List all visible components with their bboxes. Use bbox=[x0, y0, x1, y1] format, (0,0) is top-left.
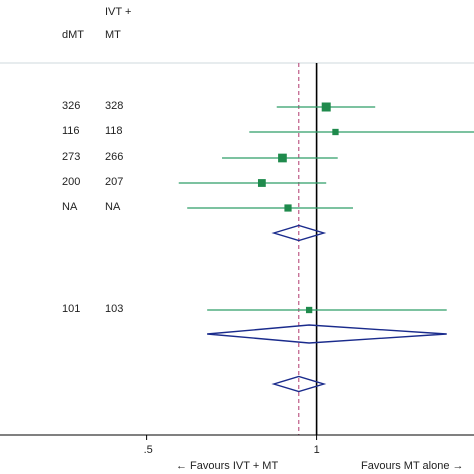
row-6-n-b: 103 bbox=[105, 303, 124, 315]
x-tick-label-1: 1 bbox=[313, 444, 320, 456]
row-0-n-b: 328 bbox=[105, 100, 124, 112]
row-4-n-a: NA bbox=[62, 201, 78, 213]
point-marker-2 bbox=[278, 153, 287, 163]
point-marker-4 bbox=[284, 204, 292, 212]
row-3-n-a: 200 bbox=[62, 176, 81, 188]
row-1-n-a: 116 bbox=[62, 125, 80, 137]
x-tick-label-0: .5 bbox=[143, 444, 153, 456]
footer-left-label: ← Favours IVT + MT bbox=[176, 460, 279, 472]
row-0-n-a: 326 bbox=[62, 100, 81, 112]
row-4-n-b: NA bbox=[105, 201, 121, 213]
row-6-n-a: 101 bbox=[62, 303, 81, 315]
pooled-diamond-5 bbox=[271, 224, 327, 242]
row-1-n-b: 118 bbox=[105, 125, 123, 137]
point-marker-1 bbox=[332, 128, 339, 136]
header-col-b-line2: MT bbox=[105, 29, 121, 41]
row-2-n-a: 273 bbox=[62, 151, 81, 163]
row-3-n-b: 207 bbox=[105, 176, 124, 188]
point-marker-3 bbox=[257, 179, 266, 187]
pooled-diamond-8 bbox=[271, 375, 327, 393]
header-col-b-line1: IVT + bbox=[105, 6, 132, 18]
point-marker-0 bbox=[321, 102, 331, 112]
footer-right-label: Favours MT alone → bbox=[361, 460, 464, 472]
point-marker-6 bbox=[305, 306, 313, 314]
header-col-a: dMT bbox=[62, 29, 84, 41]
pooled-diamond-7 bbox=[207, 324, 447, 344]
row-2-n-b: 266 bbox=[105, 151, 124, 163]
